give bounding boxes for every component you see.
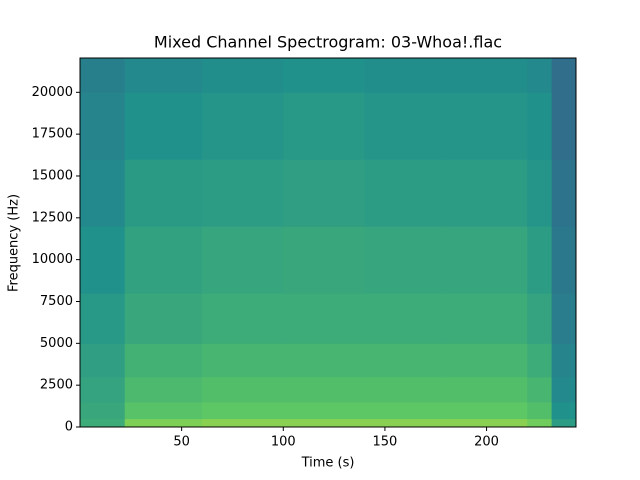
x-tick-label: 150 (373, 435, 398, 450)
axes-frame (79, 57, 577, 428)
heatmap-cell (364, 58, 447, 93)
heatmap-cell (364, 92, 447, 160)
x-tick-label: 50 (173, 435, 190, 450)
heatmap-cell (283, 343, 366, 378)
heatmap-cell (364, 418, 447, 428)
heatmap-cell (527, 293, 553, 344)
y-tick-label: 12500 (32, 210, 73, 225)
heatmap-cell (445, 159, 528, 227)
heatmap-cell (445, 226, 528, 294)
heatmap-cell (527, 376, 553, 403)
heatmap-cell (527, 418, 553, 428)
heatmap-cell (445, 293, 528, 344)
heatmap-cell (527, 401, 553, 420)
heatmap-cell (201, 401, 284, 420)
heatmap-cell (124, 418, 203, 428)
y-tick-label: 7500 (40, 294, 73, 309)
heatmap-cell (445, 92, 528, 160)
x-tick-label: 200 (474, 435, 499, 450)
y-tick-label: 10000 (32, 252, 73, 267)
x-axis-label: Time (s) (301, 456, 355, 471)
heatmap-cell (124, 293, 203, 344)
heatmap-cell (124, 92, 203, 160)
heatmap-cell (283, 293, 366, 344)
heatmap-cell (527, 159, 553, 227)
heatmap-cell (124, 376, 203, 403)
heatmap-cell (364, 226, 447, 294)
heatmap-cell (283, 226, 366, 294)
heatmap-cell (527, 343, 553, 378)
heatmap-cell (80, 58, 126, 93)
y-tick-label: 5000 (40, 336, 73, 351)
heatmap-cell (551, 92, 577, 160)
heatmap-cell (124, 401, 203, 420)
heatmap-cell (80, 159, 126, 227)
y-tick-label: 0 (65, 420, 73, 435)
heatmap-cell (551, 226, 577, 294)
heatmap-cell (364, 159, 447, 227)
heatmap-cell (551, 343, 577, 378)
heatmap-cell (551, 159, 577, 227)
heatmap-cell (445, 401, 528, 420)
heatmap-cell (283, 159, 366, 227)
heatmap-cell (80, 226, 126, 294)
heatmap-cell (445, 376, 528, 403)
heatmap (80, 58, 577, 428)
heatmap-cell (201, 343, 284, 378)
chart-title: Mixed Channel Spectrogram: 03-Whoa!.flac (154, 33, 502, 52)
heatmap-cell (283, 401, 366, 420)
y-tick-label: 2500 (40, 378, 73, 393)
heatmap-cell (527, 92, 553, 160)
heatmap-cell (445, 418, 528, 428)
heatmap-cell (364, 401, 447, 420)
heatmap-cell (80, 418, 126, 428)
heatmap-cell (80, 401, 126, 420)
heatmap-cell (364, 376, 447, 403)
heatmap-cell (124, 343, 203, 378)
heatmap-cell (201, 58, 284, 93)
heatmap-cell (283, 92, 366, 160)
heatmap-cell (364, 293, 447, 344)
y-tick-label: 15000 (32, 168, 73, 183)
heatmap-cell (80, 343, 126, 378)
heatmap-cell (527, 226, 553, 294)
heatmap-cell (201, 92, 284, 160)
x-tick-label: 100 (271, 435, 296, 450)
heatmap-cell (80, 376, 126, 403)
heatmap-cell (551, 376, 577, 403)
heatmap-cell (124, 226, 203, 294)
heatmap-cell (445, 343, 528, 378)
heatmap-cell (201, 376, 284, 403)
heatmap-cell (551, 58, 577, 93)
heatmap-cell (551, 418, 577, 428)
heatmap-cell (124, 159, 203, 227)
heatmap-cell (445, 58, 528, 93)
y-axis-label: Frequency (Hz) (7, 194, 22, 292)
heatmap-cell (201, 293, 284, 344)
heatmap-cell (201, 226, 284, 294)
y-tick-label: 17500 (32, 127, 73, 142)
heatmap-cell (124, 58, 203, 93)
heatmap-cell (283, 58, 366, 93)
y-tick-label: 20000 (32, 85, 73, 100)
heatmap-cell (283, 418, 366, 428)
heatmap-cell (527, 58, 553, 93)
heatmap-cell (201, 159, 284, 227)
heatmap-cell (364, 343, 447, 378)
heatmap-cell (201, 418, 284, 428)
heatmap-cell (80, 293, 126, 344)
heatmap-cell (80, 92, 126, 160)
heatmap-cell (283, 376, 366, 403)
heatmap-cell (551, 401, 577, 420)
heatmap-cell (551, 293, 577, 344)
